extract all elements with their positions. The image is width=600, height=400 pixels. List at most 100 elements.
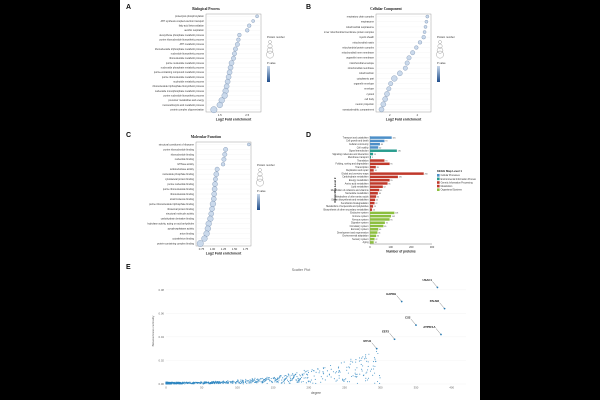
- panel-title-e: Scatter Plot: [291, 268, 311, 272]
- category-label: mitochondrial matrix: [353, 41, 375, 44]
- data-point: [223, 147, 228, 152]
- category-label: ATP metabolic process: [180, 43, 205, 46]
- color-legend-bar: [257, 194, 260, 210]
- x-tick-label: 400: [449, 386, 454, 390]
- data-point: [196, 240, 204, 247]
- data-point: [204, 225, 211, 232]
- scatter-point: [169, 382, 171, 384]
- data-point: [403, 65, 408, 71]
- scatter-point: [196, 382, 198, 385]
- scatter-point: [257, 378, 259, 380]
- scatter-point: [203, 381, 205, 383]
- dotplot-cellular-component: respiratory chain complex respirasome mito…: [324, 13, 455, 122]
- scatter-point: [346, 381, 349, 383]
- category-label: organelle envelope: [354, 83, 375, 86]
- x-tick-label: 0: [369, 245, 371, 249]
- scatter-point: [370, 368, 373, 370]
- bar-category-label: Cell motility: [357, 146, 370, 149]
- scatter-point: [179, 382, 181, 384]
- scatter-point: [302, 375, 304, 377]
- scatter-point: [346, 369, 348, 371]
- data-point: [382, 96, 388, 102]
- scatter-point: [260, 378, 262, 380]
- data-point: [384, 91, 390, 97]
- category-label: organelle inner membrane: [346, 57, 375, 60]
- bar: [370, 201, 375, 205]
- category-label: aerobic respiration: [184, 29, 204, 32]
- scatter-point: [296, 375, 298, 378]
- bar: [370, 185, 383, 188]
- bar-category-label: Nucleotide metabolism: [345, 192, 368, 195]
- scatter-point: [355, 374, 357, 376]
- scatter-point: [374, 358, 376, 360]
- category-label: nucleoside phosphate metabolic process: [161, 67, 205, 70]
- scatter-point: [250, 379, 252, 382]
- size-legend-circle: [438, 40, 442, 44]
- bar: [370, 142, 380, 146]
- panel-title-c: Molecular Function: [190, 135, 222, 139]
- data-point: [237, 33, 242, 37]
- scatter-point: [303, 369, 305, 371]
- scatter-point: [343, 380, 345, 382]
- x-tick-label: 1.25: [221, 247, 227, 251]
- bar: [370, 146, 379, 149]
- scatter-point: [211, 382, 213, 384]
- bar-category-label: Sensory system: [352, 238, 368, 241]
- category-label: envelope: [364, 88, 374, 91]
- scatter-point: [267, 378, 269, 380]
- scatter-point: [254, 380, 256, 382]
- scatter-point: [266, 382, 268, 384]
- scatter-point: [222, 382, 224, 385]
- scatter-point: [301, 376, 303, 378]
- bar-category-label: Nervous system: [352, 218, 369, 221]
- scatter-point: [188, 381, 190, 383]
- scatter-point: [242, 383, 244, 385]
- scatter-point: [278, 379, 280, 381]
- scatter-point: [355, 376, 357, 378]
- scatter-point: [255, 381, 257, 383]
- category-label: purine ribonucleoside triphosphate bindi…: [149, 203, 195, 206]
- kegg-legend-title: KEGG Map Level 1: [437, 169, 462, 173]
- x-tick-label: 1.5: [218, 113, 222, 117]
- scatter-point: [364, 358, 366, 360]
- scatter-point: [309, 381, 312, 383]
- scatter-point: [294, 373, 296, 375]
- scatter-point: [355, 361, 357, 363]
- scatter-point: [320, 376, 322, 378]
- scatter-point: [300, 381, 302, 383]
- scatter-point: [238, 382, 241, 384]
- size-legend-circle: [436, 47, 444, 54]
- scatter-point: [372, 361, 375, 363]
- scatter-point: [338, 375, 340, 377]
- scatter-point: [265, 379, 267, 381]
- category-label: purine nucleotide binding: [167, 183, 194, 186]
- bar: [370, 152, 374, 156]
- scatter-point: [326, 375, 328, 377]
- category-label: ATP synthesis coupled electron transport: [161, 20, 205, 23]
- scatter-point: [297, 381, 299, 383]
- scatter-point: [250, 381, 252, 383]
- bar-value-label: 95: [390, 219, 392, 221]
- scatter-point: [171, 383, 173, 385]
- scatter-point: [352, 361, 354, 363]
- category-label: nucleotide biosynthetic process: [171, 53, 205, 56]
- scatter-point: [322, 378, 324, 380]
- data-point: [224, 79, 231, 85]
- size-legend-title: Protein number: [257, 163, 275, 167]
- bar-category-label: Development and regeneration: [337, 231, 369, 234]
- legend-label: Environmental Information Processing: [441, 178, 476, 181]
- scatter-point: [318, 372, 320, 374]
- bar-category-label: Metabolism of other amino acids: [335, 195, 369, 198]
- scatter-point: [262, 377, 264, 379]
- scatter-point: [177, 382, 179, 385]
- scatter-point: [180, 383, 182, 385]
- scatter-point: [348, 367, 351, 369]
- scatter-point: [196, 381, 198, 383]
- scatter-point: [368, 353, 370, 355]
- size-legend-title: Protein number: [437, 35, 455, 39]
- x-tick-label: 2.5: [245, 113, 249, 117]
- category-label: deoxyribose phosphate metabolic process: [159, 34, 204, 37]
- scatter-point: [256, 380, 258, 382]
- scatter-point: [234, 382, 237, 384]
- data-point: [221, 92, 228, 99]
